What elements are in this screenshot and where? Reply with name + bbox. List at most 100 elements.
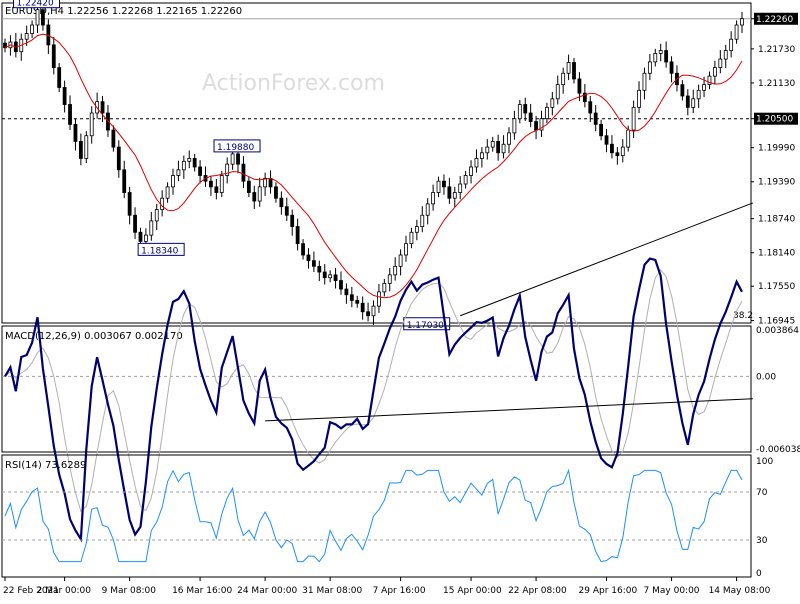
candle-body: [295, 226, 300, 245]
candle-body: [360, 302, 365, 313]
candle-body: [127, 192, 132, 216]
candle-body: [41, 9, 45, 26]
candle-body: [100, 101, 105, 114]
candle-body: [138, 231, 143, 242]
candle-body: [669, 61, 674, 74]
candle-body: [122, 169, 127, 193]
candle-body: [734, 24, 739, 40]
candle-body: [550, 98, 555, 108]
candle-body: [545, 106, 549, 120]
candle-body: [160, 197, 165, 210]
candle-body: [274, 186, 278, 199]
candle-body: [425, 203, 430, 216]
macd-tick-bottom: -0.006038: [756, 445, 800, 455]
fib-label: 38.2: [733, 311, 753, 321]
candle-body: [57, 67, 62, 88]
time-tick-label: 15 Apr 00:00: [443, 586, 502, 596]
candle-body: [588, 101, 593, 114]
candle-body: [707, 75, 712, 86]
annotation-box: [403, 317, 451, 331]
candle-body: [490, 141, 495, 148]
rsi-tick-100: 100: [756, 457, 773, 467]
candle-body: [702, 84, 706, 91]
candle-body: [647, 61, 652, 74]
candle-body: [398, 254, 403, 267]
candle-body: [78, 141, 83, 159]
candle-body: [30, 24, 34, 34]
candle-body: [192, 158, 197, 168]
candle-body: [198, 166, 202, 176]
candle-body: [393, 265, 398, 276]
candle-body: [577, 78, 582, 94]
price-tick-label: 1.21130: [758, 79, 795, 89]
macd-tick-zero: 0.00: [756, 372, 776, 382]
price-tick-label: 1.21730: [758, 45, 795, 55]
candle-body: [610, 143, 614, 154]
candle-body: [523, 104, 528, 114]
candle-body: [740, 18, 744, 26]
current-price-label: 1.22260: [756, 15, 793, 25]
candle-body: [447, 186, 452, 199]
candle-body: [209, 180, 213, 188]
candle-body: [154, 209, 159, 222]
candle-body: [582, 92, 587, 103]
candle-body: [176, 169, 181, 176]
price-tick-label: 1.16945: [758, 317, 795, 327]
candle-body: [555, 84, 560, 100]
annotation-box: [213, 139, 261, 153]
candle-body: [479, 152, 484, 159]
candle-body: [214, 186, 219, 193]
candle-body: [187, 158, 192, 162]
price-tick-label: 1.18140: [758, 249, 795, 259]
candle-body: [89, 112, 94, 137]
candle-body: [328, 274, 333, 279]
candle-body: [653, 53, 658, 63]
candle-body: [414, 226, 419, 233]
candle-body: [463, 175, 468, 185]
price-tick-label: 1.17550: [758, 282, 795, 292]
macd-panel-frame: [1, 325, 752, 453]
candle-body: [241, 163, 246, 182]
candle-body: [344, 288, 349, 296]
symbol-line: EURUSD,H4 1.22256 1.22268 1.22165 1.2226…: [5, 6, 242, 17]
level-price-label: 1.20500: [756, 115, 793, 125]
candle-body: [696, 89, 701, 100]
candle-body: [333, 274, 338, 281]
candle-body: [279, 197, 284, 208]
annotation-label: 1.22420: [17, 0, 54, 9]
candle-body: [3, 42, 7, 49]
candle-body: [517, 104, 522, 120]
candle-body: [73, 123, 78, 142]
price-tick-label: 1.19390: [758, 178, 795, 188]
candle-body: [507, 132, 511, 145]
candle-body: [225, 163, 230, 176]
candle-body: [723, 50, 728, 60]
candle-body: [474, 158, 479, 168]
annotation-label: 1.18340: [141, 246, 178, 256]
candle-body: [637, 89, 641, 108]
time-tick-label: 2 Mar 00:00: [37, 586, 92, 596]
candle-body: [236, 153, 240, 165]
candle-body: [512, 118, 517, 134]
candle-body: [409, 231, 414, 245]
candle-body: [713, 67, 717, 77]
candle-body: [165, 186, 170, 199]
candle-body: [620, 146, 625, 157]
candle-body: [658, 50, 663, 54]
candle-body: [290, 214, 295, 228]
rsi-panel: RSI(14) 73.6289 100 70 30 0: [1, 454, 773, 579]
candle-body: [431, 192, 436, 205]
watermark: ActionForex.com: [202, 71, 385, 96]
time-tick-label: 7 Apr 16:00: [373, 586, 426, 596]
price-panel-frame: [1, 2, 752, 324]
candle-body: [317, 265, 322, 273]
candle-body: [534, 121, 538, 131]
annotation-box: [13, 0, 61, 9]
candle-body: [51, 44, 56, 69]
current-price-box: [754, 12, 798, 25]
candle-body: [685, 95, 690, 108]
candle-body: [420, 214, 425, 228]
time-tick-label: 24 Mar 00:00: [237, 586, 297, 596]
candle-body: [631, 106, 636, 131]
